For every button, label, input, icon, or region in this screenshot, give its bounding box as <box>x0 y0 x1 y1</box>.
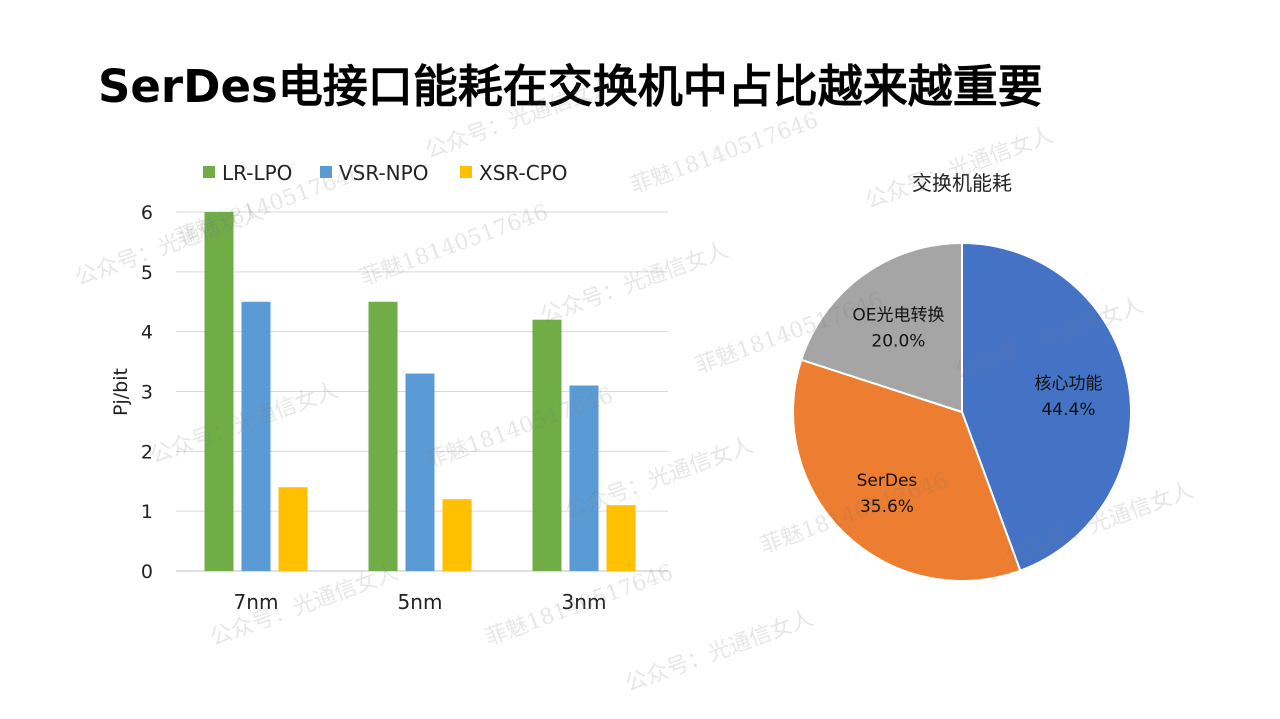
y-tick-label: 1 <box>141 501 153 523</box>
y-tick-label: 4 <box>141 322 153 344</box>
bar-lr-lpo-7nm <box>204 212 234 571</box>
legend-swatch <box>460 166 472 178</box>
y-axis-title: Pj/bit <box>110 368 132 416</box>
bar-xsr-cpo-5nm <box>442 499 472 571</box>
pie-label-name: SerDes <box>857 471 918 491</box>
legend-swatch <box>320 166 332 178</box>
pie-slice-0 <box>961 241 1132 572</box>
pie-label-name: OE光电转换 <box>852 305 944 325</box>
bar-xsr-cpo-3nm <box>606 505 636 571</box>
pie-label-name: 核心功能 <box>1034 374 1102 394</box>
slide-title: SerDes电接口能耗在交换机中占比越来越重要 <box>98 60 1043 113</box>
pie-label-value: 44.4% <box>1041 400 1095 420</box>
y-tick-label: 0 <box>141 561 153 583</box>
legend-swatch <box>203 166 215 178</box>
x-tick-label: 3nm <box>562 590 607 614</box>
x-tick-label: 5nm <box>398 590 443 614</box>
y-tick-label: 6 <box>141 202 153 224</box>
legend-label: LR-LPO <box>222 161 292 185</box>
pie-label-value: 20.0% <box>871 331 925 351</box>
pie-label-value: 35.6% <box>860 497 914 517</box>
legend-label: VSR-NPO <box>339 161 428 185</box>
bar-xsr-cpo-7nm <box>278 487 308 571</box>
pie-slice-1 <box>792 358 1022 582</box>
y-tick-label: 5 <box>141 262 153 284</box>
bar-lr-lpo-3nm <box>532 319 562 571</box>
bar-vsr-npo-3nm <box>569 385 599 571</box>
bar-vsr-npo-5nm <box>405 373 435 571</box>
y-tick-label: 3 <box>141 382 153 404</box>
bar-vsr-npo-7nm <box>241 301 271 571</box>
bar-lr-lpo-5nm <box>368 301 398 571</box>
y-tick-label: 2 <box>141 441 153 463</box>
legend-label: XSR-CPO <box>479 161 567 185</box>
pie-title: 交换机能耗 <box>912 171 1012 195</box>
pie-slice-2 <box>800 241 963 414</box>
bar-chart: 0 1 2 3 4 5 6 Pj/bit 7nm 5nm 3nm LR-LPO VSR-NPO XSR-C… <box>110 161 668 614</box>
x-tick-label: 7nm <box>234 590 279 614</box>
